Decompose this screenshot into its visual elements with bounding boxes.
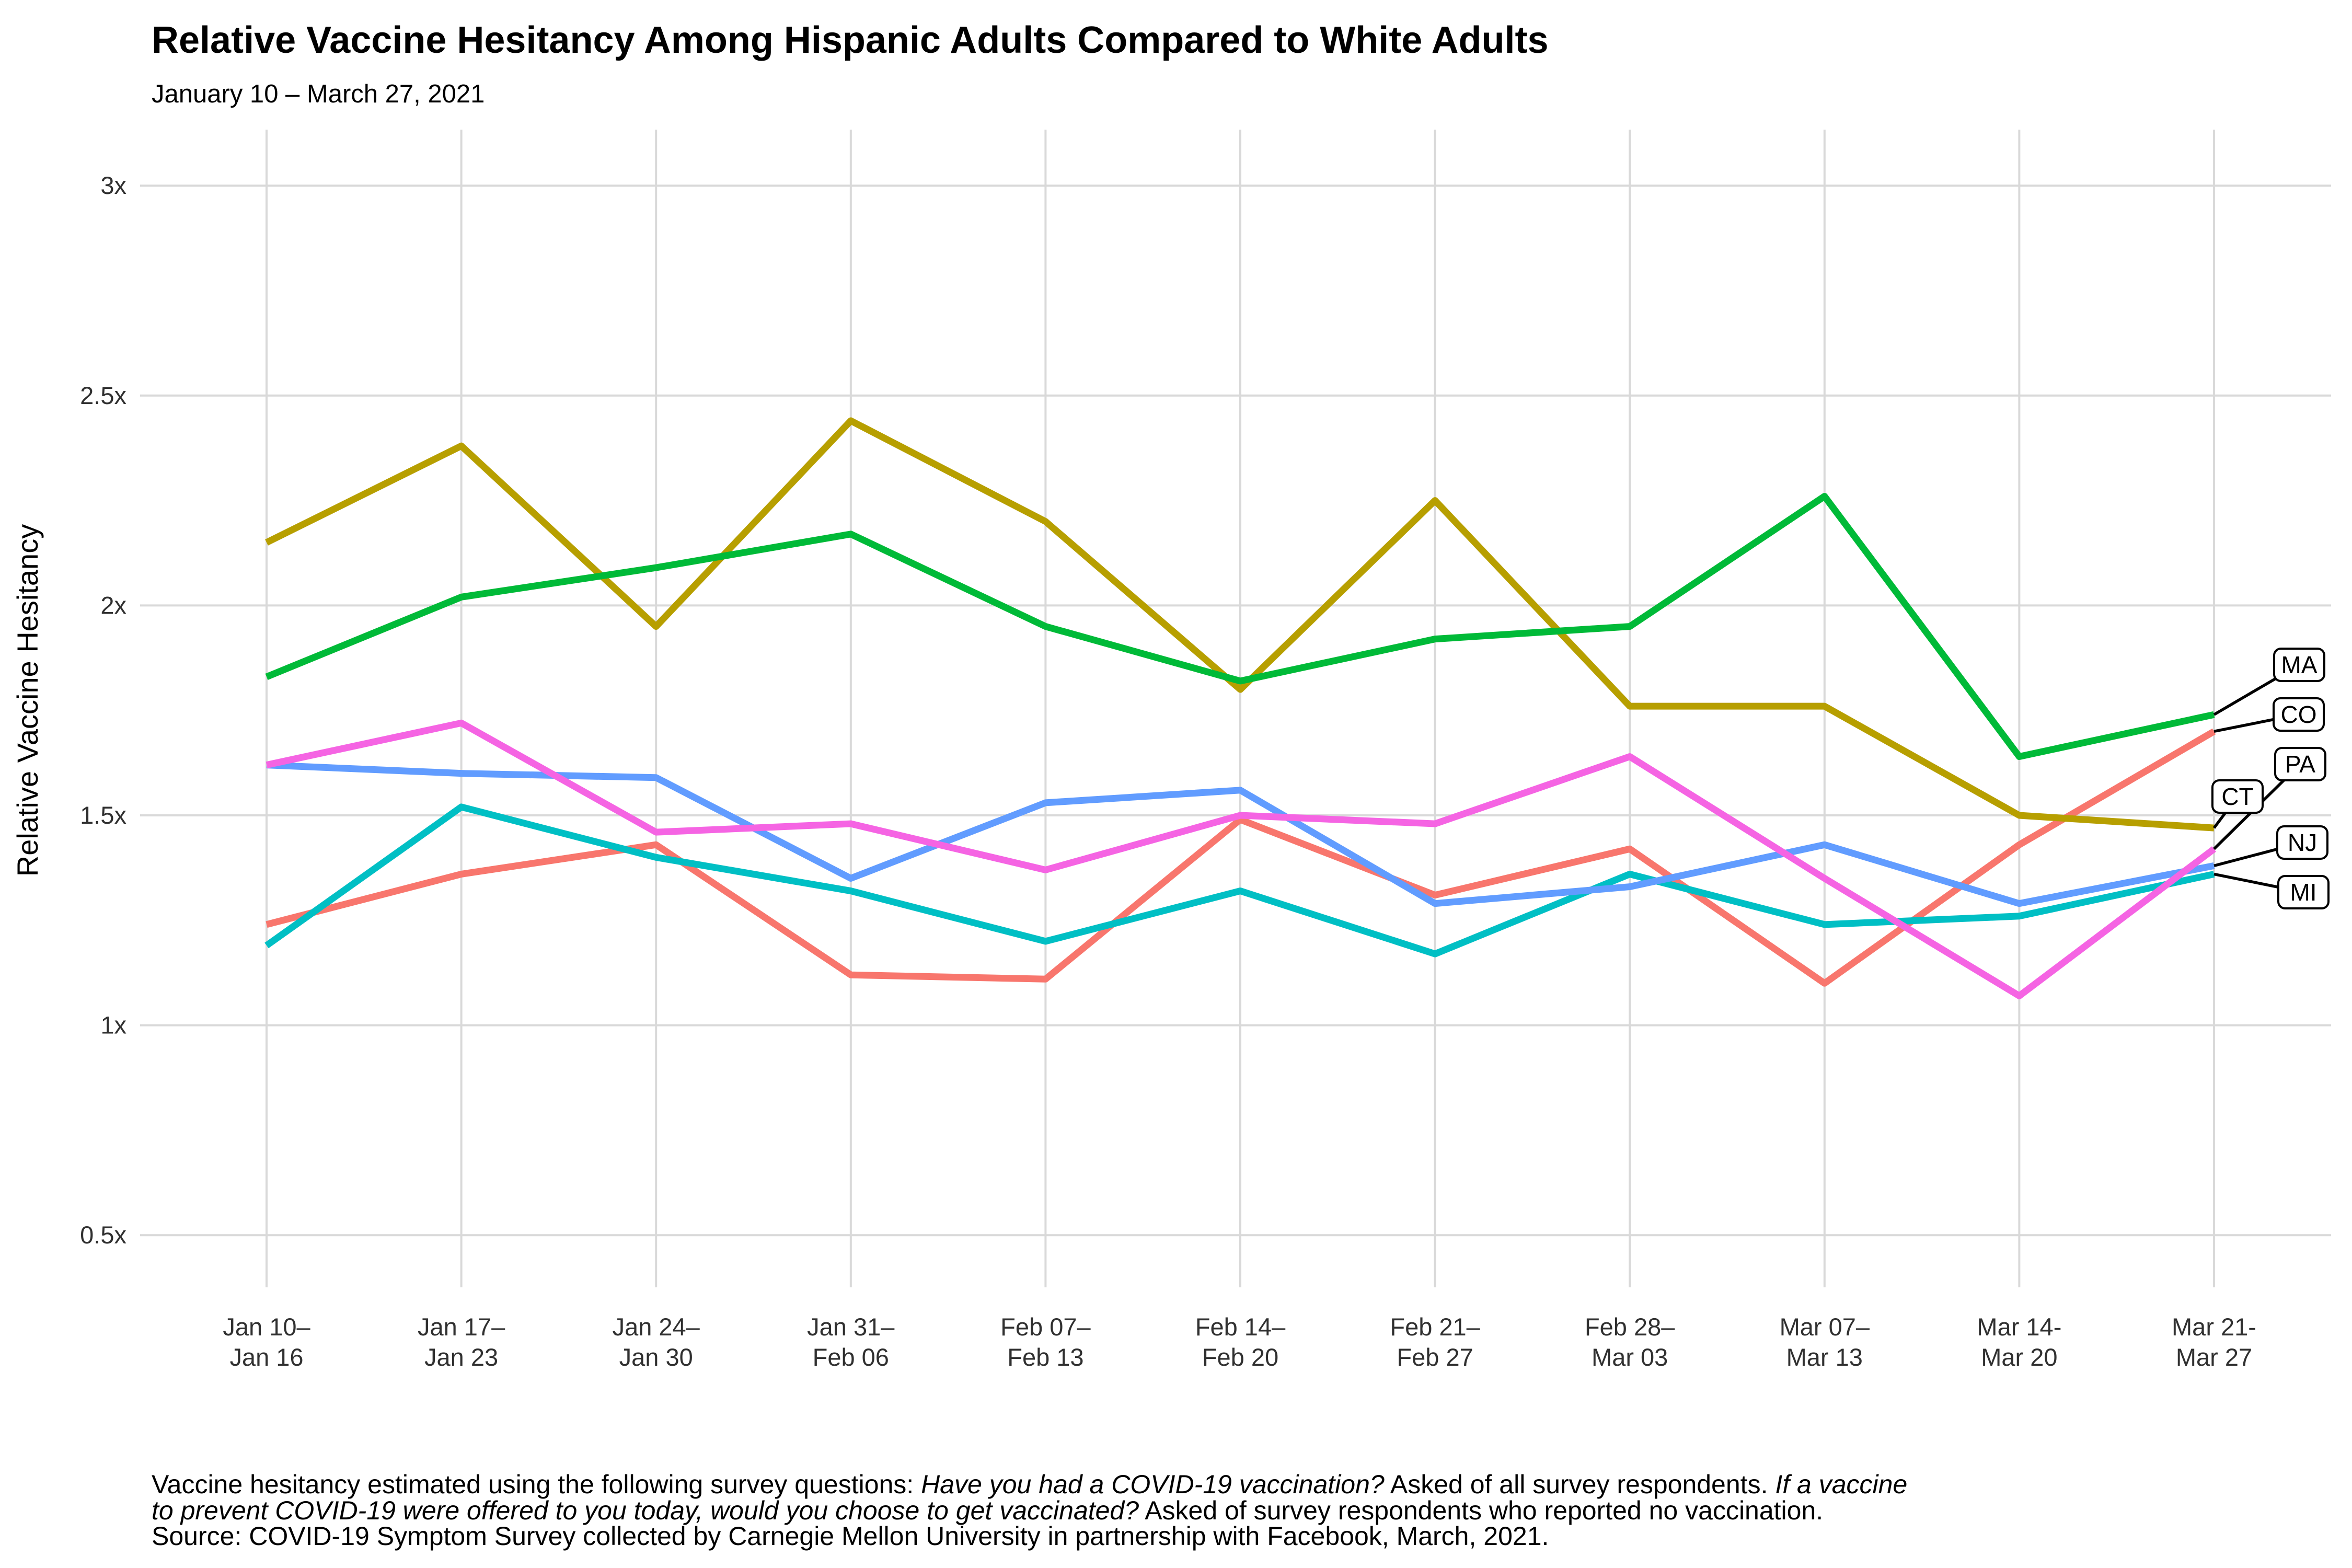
series-label-box-MI bbox=[2277, 875, 2330, 909]
footnote-segment: Asked of all survey respondents. bbox=[1384, 1470, 1775, 1499]
footnote-line-3: Source: COVID-19 Symptom Survey collecte… bbox=[152, 1521, 2295, 1551]
chart-title: Relative Vaccine Hesitancy Among Hispani… bbox=[152, 19, 1549, 61]
series-end-labels: MA CO PA CT NJ MI bbox=[2211, 648, 2330, 909]
series-label-text-MA: MA bbox=[2281, 651, 2318, 678]
footnote-segment: Asked of survey respondents who reported… bbox=[1139, 1495, 1824, 1525]
y-tick-3x: 3x bbox=[100, 171, 126, 199]
series-line-CT bbox=[265, 417, 2215, 832]
x-tick-0: Jan 10– Jan 16 bbox=[223, 1313, 310, 1371]
x-tick-3: Jan 31– Feb 06 bbox=[807, 1313, 895, 1371]
series-line-CO bbox=[266, 728, 2216, 987]
x-tick-7: Feb 28– Mar 03 bbox=[1585, 1313, 1675, 1371]
footnote-italic-segment: Have you had a COVID-19 vaccination? bbox=[921, 1470, 1385, 1499]
series-label-MI: MI bbox=[2277, 875, 2330, 909]
gridlines bbox=[140, 130, 2331, 1287]
series-label-box-NJ bbox=[2276, 825, 2328, 860]
series-line-PA bbox=[266, 719, 2216, 999]
series-label-box-CO bbox=[2273, 697, 2325, 732]
series-label-MA: MA bbox=[2273, 648, 2325, 682]
footnote: Vaccine hesitancy estimated using the fo… bbox=[152, 1470, 2295, 1551]
series-label-text-MI: MI bbox=[2290, 879, 2316, 906]
x-tick-4: Feb 07– Feb 13 bbox=[1000, 1313, 1091, 1371]
series-label-text-NJ: NJ bbox=[2288, 829, 2317, 856]
x-tick-8: Mar 07– Mar 13 bbox=[1780, 1313, 1870, 1371]
x-axis-tick-labels: Jan 10– Jan 16 Jan 17– Jan 23 Jan 24– Jan 30 J… bbox=[223, 1313, 2256, 1371]
x-tick-2: Jan 24– Jan 30 bbox=[613, 1313, 700, 1371]
x-tick-9: Mar 14-Mar 20 bbox=[1977, 1313, 2061, 1371]
series-label-text-PA: PA bbox=[2285, 751, 2315, 778]
y-tick-2x: 2x bbox=[100, 591, 126, 619]
footnote-italic-segment: If a vaccine bbox=[1775, 1470, 1908, 1499]
y-axis-title-text: Relative Vaccine Hesitancy bbox=[11, 524, 44, 877]
series-label-CT: CT bbox=[2211, 779, 2264, 814]
footnote-segment: Source: COVID-19 Symptom Survey collecte… bbox=[152, 1521, 1549, 1551]
y-tick-1x: 1x bbox=[100, 1011, 126, 1039]
series-label-box-MA bbox=[2273, 648, 2325, 682]
series-label-CO: CO bbox=[2273, 697, 2325, 732]
y-tick-0.5x: 0.5x bbox=[80, 1221, 126, 1249]
footnote-segment: Vaccine hesitancy estimated using the fo… bbox=[152, 1470, 921, 1499]
series-line-MI bbox=[264, 803, 2215, 958]
series-label-box-CT bbox=[2211, 779, 2264, 814]
footnote-italic-segment: to prevent COVID-19 were offered to you … bbox=[152, 1495, 1139, 1525]
x-tick-10: Mar 21-Mar 27 bbox=[2172, 1313, 2256, 1371]
series-lines bbox=[264, 417, 2216, 999]
footnote-line-1: Vaccine hesitancy estimated using the fo… bbox=[152, 1470, 2295, 1499]
series-label-box-PA bbox=[2274, 747, 2326, 781]
x-tick-6: Feb 21– Feb 27 bbox=[1390, 1313, 1480, 1371]
y-tick-2.5x: 2.5x bbox=[80, 382, 126, 409]
series-label-PA: PA bbox=[2274, 747, 2326, 781]
series-label-text-CT: CT bbox=[2221, 783, 2253, 810]
series-line-MA bbox=[265, 493, 2215, 760]
y-axis-title: Relative Vaccine Hesitancy bbox=[11, 524, 44, 877]
series-label-text-CO: CO bbox=[2281, 701, 2317, 728]
y-tick-1.5x: 1.5x bbox=[80, 801, 126, 829]
chart-subtitle: January 10 – March 27, 2021 bbox=[152, 80, 485, 108]
series-line-NJ bbox=[266, 762, 2215, 907]
series-label-NJ: NJ bbox=[2276, 825, 2328, 860]
x-tick-5: Feb 14– Feb 20 bbox=[1195, 1313, 1286, 1371]
x-tick-1: Jan 17– Jan 23 bbox=[418, 1313, 505, 1371]
y-axis-tick-labels: 0.5x 1x 1.5x 2x 2.5x 3x bbox=[80, 171, 126, 1249]
footnote-line-2: to prevent COVID-19 were offered to you … bbox=[152, 1495, 2295, 1525]
